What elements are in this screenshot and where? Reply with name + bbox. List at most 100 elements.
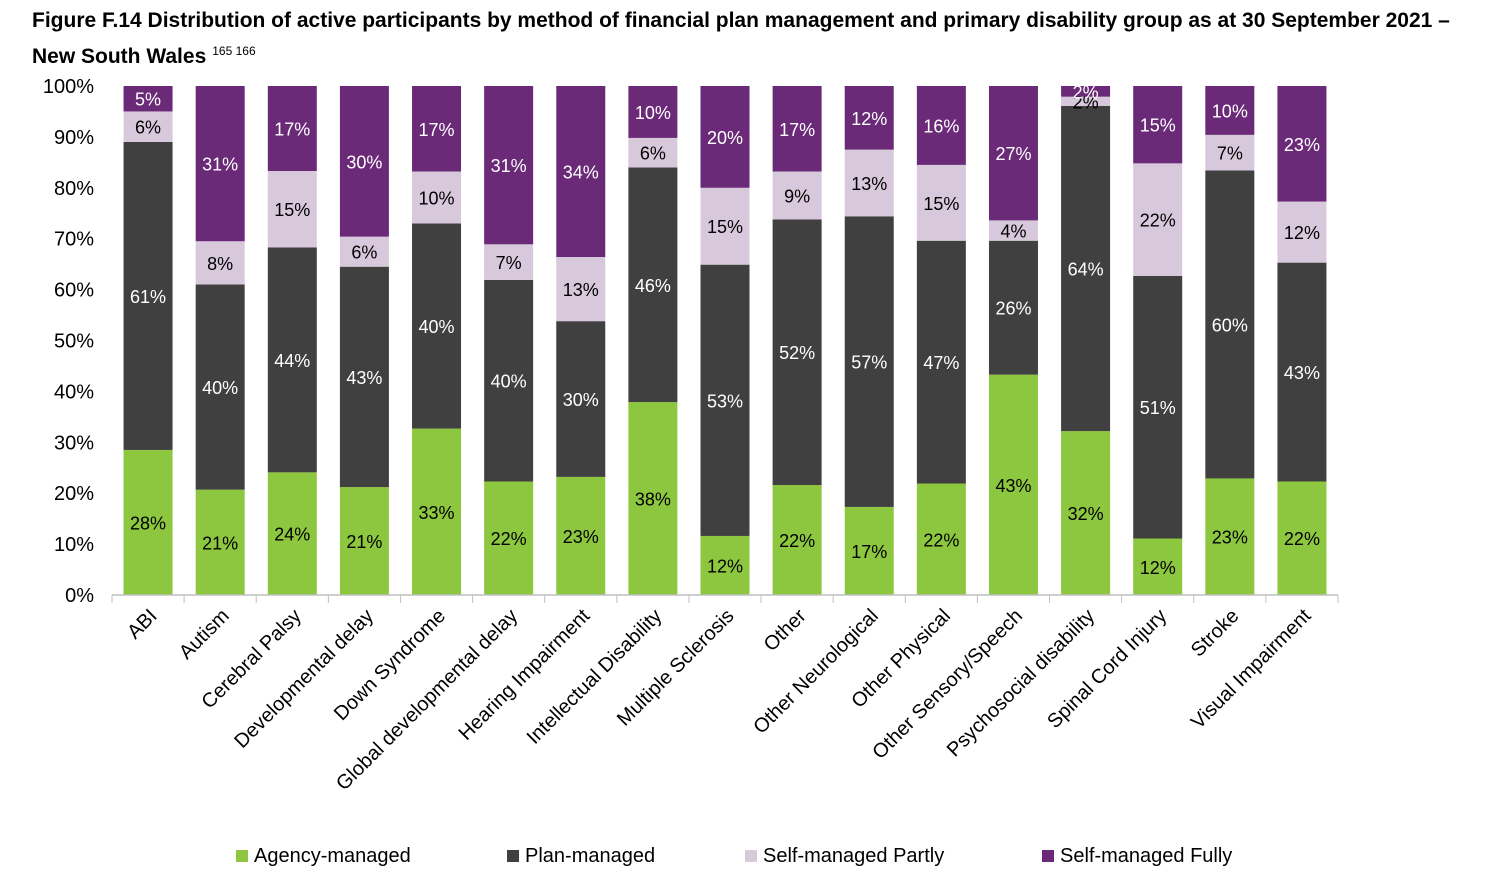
x-tick-label-7: Intellectual Disability bbox=[523, 605, 667, 749]
bar-segment-2-0 bbox=[267, 472, 317, 595]
data-label-8-2: 15% bbox=[707, 217, 743, 237]
bar-segment-14-3 bbox=[1133, 86, 1183, 164]
bar-segment-12-2 bbox=[988, 220, 1038, 241]
bar-segment-10-0 bbox=[844, 506, 894, 595]
data-label-0-1: 61% bbox=[130, 287, 166, 307]
data-label-13-2: 2% bbox=[1073, 92, 1099, 112]
bar-segment-15-1 bbox=[1205, 170, 1255, 479]
bar-segment-8-2 bbox=[700, 187, 750, 265]
data-label-15-0: 23% bbox=[1212, 528, 1248, 548]
y-tick-label-9: 90% bbox=[54, 127, 94, 149]
data-label-3-1: 43% bbox=[346, 368, 382, 388]
data-label-14-2: 22% bbox=[1140, 211, 1176, 231]
y-tick-label-0: 0% bbox=[65, 585, 94, 607]
data-label-4-2: 10% bbox=[419, 188, 455, 208]
data-label-5-1: 40% bbox=[491, 372, 527, 392]
bar-segment-8-0 bbox=[700, 535, 750, 595]
x-tick-label-16: Visual Impairment bbox=[1187, 605, 1316, 734]
legend-swatch-3 bbox=[1042, 850, 1054, 862]
data-label-11-3: 16% bbox=[923, 116, 959, 136]
bar-segment-5-2 bbox=[484, 244, 534, 280]
data-label-2-0: 24% bbox=[274, 525, 310, 545]
data-label-16-1: 43% bbox=[1284, 363, 1320, 383]
bar-segment-13-2 bbox=[1061, 96, 1111, 106]
bar-segment-13-3 bbox=[1061, 86, 1111, 97]
bar-segment-11-0 bbox=[916, 483, 966, 595]
legend-swatch-1 bbox=[507, 850, 519, 862]
data-label-7-2: 6% bbox=[640, 144, 666, 164]
data-label-0-0: 28% bbox=[130, 513, 166, 533]
data-label-12-0: 43% bbox=[995, 476, 1031, 496]
data-label-4-1: 40% bbox=[419, 317, 455, 337]
bar-segment-4-3 bbox=[412, 86, 462, 172]
data-label-15-3: 10% bbox=[1212, 101, 1248, 121]
bar-segment-7-2 bbox=[628, 137, 678, 168]
bar-segment-11-3 bbox=[916, 86, 966, 165]
y-tick-label-4: 40% bbox=[54, 381, 94, 403]
data-label-5-2: 7% bbox=[496, 253, 522, 273]
bar-segment-0-1 bbox=[123, 141, 173, 450]
data-label-14-1: 51% bbox=[1140, 398, 1176, 418]
data-label-1-0: 21% bbox=[202, 533, 238, 553]
bar-segment-15-3 bbox=[1205, 86, 1255, 135]
bar-segment-15-0 bbox=[1205, 478, 1255, 595]
x-tick-label-6: Hearing Impairment bbox=[455, 605, 595, 745]
data-label-14-0: 12% bbox=[1140, 558, 1176, 578]
bar-segment-6-3 bbox=[556, 86, 606, 258]
bar-segment-14-0 bbox=[1133, 538, 1183, 595]
legend-item-0: Agency-managed bbox=[236, 840, 411, 872]
data-label-1-1: 40% bbox=[202, 378, 238, 398]
data-label-1-3: 31% bbox=[202, 155, 238, 175]
bar-segment-11-1 bbox=[916, 240, 966, 484]
data-label-11-1: 47% bbox=[923, 353, 959, 373]
y-tick-label-10: 100% bbox=[43, 76, 94, 98]
legend-label-3: Self-managed Fully bbox=[1060, 844, 1233, 867]
y-tick-label-7: 70% bbox=[54, 229, 94, 251]
data-label-8-1: 53% bbox=[707, 391, 743, 411]
data-label-3-0: 21% bbox=[346, 532, 382, 552]
bar-segment-3-3 bbox=[339, 86, 389, 237]
data-label-5-0: 22% bbox=[491, 529, 527, 549]
title-footnotes: 165 166 bbox=[212, 44, 256, 58]
bar-segment-3-2 bbox=[339, 236, 389, 267]
data-label-6-0: 23% bbox=[563, 527, 599, 547]
legend: Agency-managed Plan-managed Self-managed P… bbox=[0, 840, 1485, 872]
data-label-3-3: 30% bbox=[346, 152, 382, 172]
bar-segment-2-1 bbox=[267, 247, 317, 473]
bar-segment-13-0 bbox=[1061, 431, 1111, 595]
bar-segment-12-1 bbox=[988, 240, 1038, 375]
bar-segment-7-1 bbox=[628, 167, 678, 403]
data-label-3-2: 6% bbox=[351, 243, 377, 263]
data-label-10-1: 57% bbox=[851, 353, 887, 373]
bar-segment-2-3 bbox=[267, 86, 317, 172]
bar-segment-1-1 bbox=[195, 284, 245, 490]
x-tick-label-13: Psychosocial disability bbox=[943, 605, 1099, 761]
data-label-16-3: 23% bbox=[1284, 135, 1320, 155]
data-label-2-3: 17% bbox=[274, 120, 310, 140]
y-tick-label-3: 30% bbox=[54, 432, 94, 454]
bar-segment-14-2 bbox=[1133, 163, 1183, 276]
legend-swatch-2 bbox=[745, 850, 757, 862]
bar-segment-6-2 bbox=[556, 257, 606, 322]
bar-segment-8-3 bbox=[700, 86, 750, 188]
x-tick-label-10: Other Neurological bbox=[749, 605, 882, 738]
bar-segment-8-1 bbox=[700, 264, 750, 536]
bar-segment-1-3 bbox=[195, 86, 245, 242]
data-label-10-3: 12% bbox=[851, 109, 887, 129]
data-label-12-3: 27% bbox=[995, 144, 1031, 164]
y-tick-label-2: 20% bbox=[54, 483, 94, 505]
bar-segment-10-2 bbox=[844, 149, 894, 217]
chart-title-text: Figure F.14 Distribution of active parti… bbox=[32, 9, 1450, 68]
x-tick-label-1: Autism bbox=[175, 605, 234, 664]
data-label-4-3: 17% bbox=[419, 120, 455, 140]
x-tick-label-15: Stroke bbox=[1187, 605, 1243, 661]
data-label-4-0: 33% bbox=[419, 503, 455, 523]
chart-title: Figure F.14 Distribution of active parti… bbox=[32, 6, 1472, 72]
data-label-11-2: 15% bbox=[923, 194, 959, 214]
data-label-2-1: 44% bbox=[274, 351, 310, 371]
data-label-2-2: 15% bbox=[274, 200, 310, 220]
bar-segment-14-1 bbox=[1133, 275, 1183, 539]
bar-segment-5-1 bbox=[484, 279, 534, 482]
data-label-6-1: 30% bbox=[563, 390, 599, 410]
bar-segment-16-3 bbox=[1277, 86, 1327, 202]
